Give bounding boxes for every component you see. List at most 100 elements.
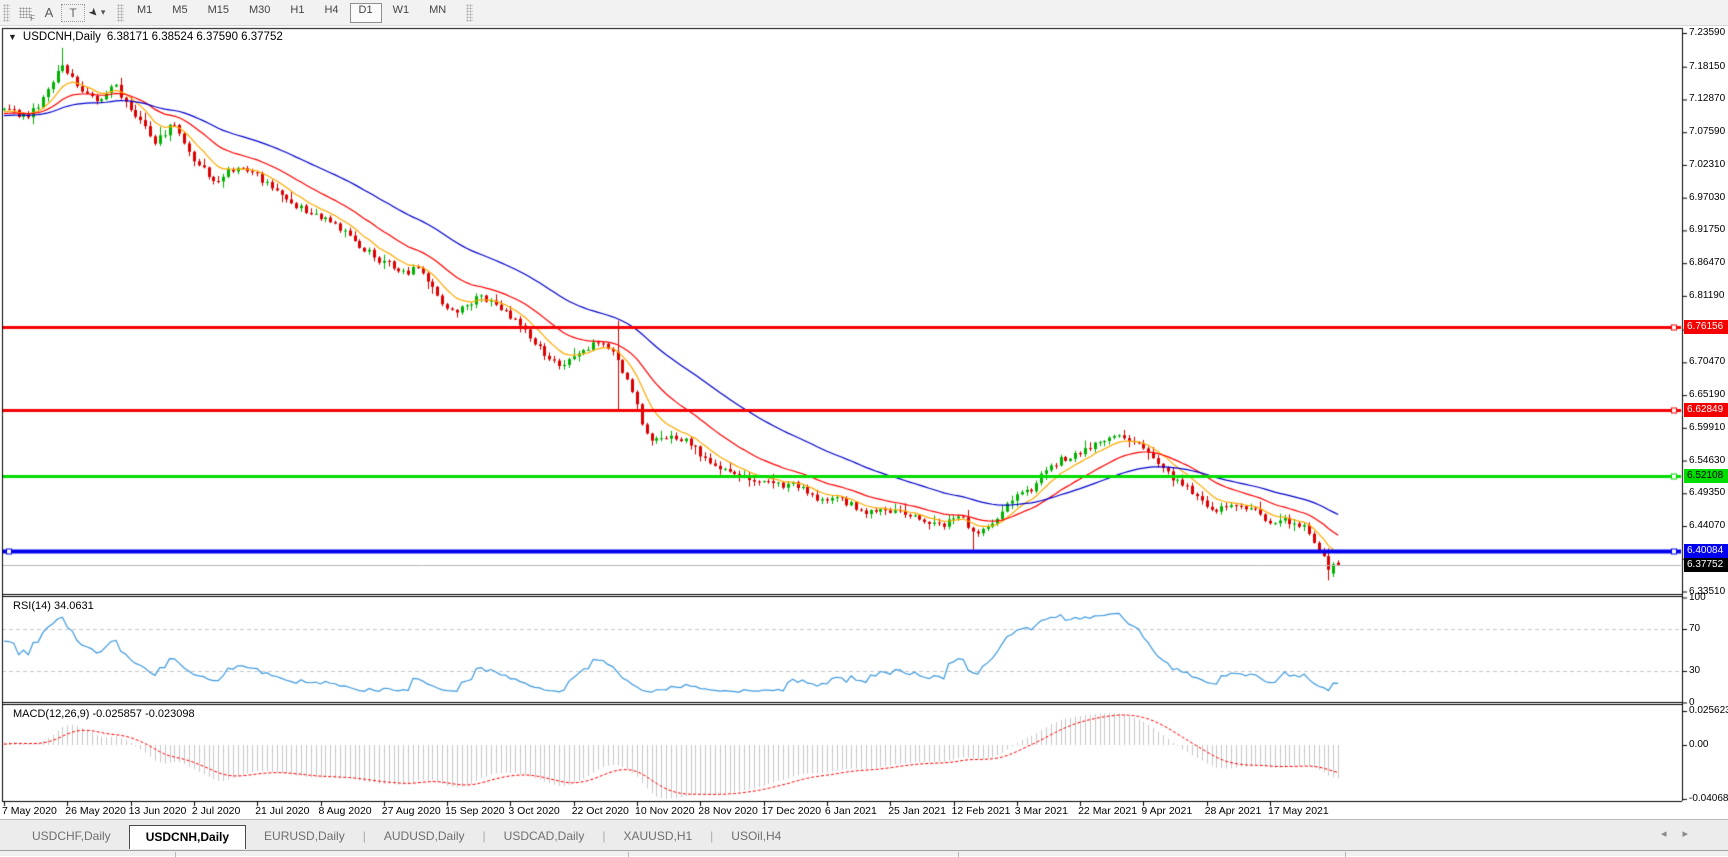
date-label: 22 Mar 2021 (1078, 805, 1138, 817)
price-tick-label: 6.54630 (1689, 454, 1726, 466)
tab-divider: | (710, 828, 714, 843)
quote-ohlc: 6.38171 6.38524 6.37590 6.37752 (106, 31, 283, 43)
timeframe-buttons: M1 M5 M15 M30 H1 H4 D1 W1 MN (127, 2, 456, 23)
date-label: 22 Oct 2020 (571, 805, 629, 817)
dots-glyph (18, 7, 32, 18)
price-line-badge: 6.76156 (1684, 320, 1728, 335)
chart-window[interactable]: ▼ USDCNH,Daily 6.38171 6.38524 6.37590 6… (0, 26, 1728, 819)
date-label: 21 Jul 2020 (255, 805, 310, 817)
chevron-down-icon: ▾ (100, 7, 106, 17)
arrows-icon: ➤ (85, 5, 101, 21)
tab-usdcnh-daily[interactable]: USDCNH,Daily (128, 824, 247, 849)
chart-canvas[interactable] (0, 26, 1728, 819)
price-tick-label: 6.59910 (1689, 421, 1726, 433)
toolbar-grip[interactable] (3, 3, 10, 22)
timeframe-button-m1[interactable]: M1 (137, 3, 153, 16)
chart-tabs: USDCHF,Daily USDCNH,Daily EURUSD,Daily | AUD… (14, 820, 799, 851)
price-tick-label: 7.23590 (1689, 27, 1726, 38)
status-bar-strip (0, 850, 1728, 857)
date-label: 26 May 2020 (65, 805, 127, 817)
status-divider (1345, 852, 1346, 857)
tab-scroll-controls: ◂ ▸ (1661, 827, 1688, 840)
price-tick-label: 6.97030 (1689, 191, 1726, 203)
timeframe-button-d1[interactable]: D1 (349, 2, 382, 23)
price-tick-label: 6.33510 (1689, 585, 1726, 597)
date-label: 28 Nov 2020 (698, 805, 758, 817)
date-label: 6 Jan 2021 (824, 805, 877, 817)
date-label: 17 Dec 2020 (761, 805, 822, 817)
chart-title: ▼ USDCNH,Daily 6.38171 6.38524 6.37590 6… (8, 31, 283, 43)
price-tick-label: 6.70470 (1689, 356, 1726, 368)
status-divider (175, 852, 176, 857)
toolbar-grip[interactable] (117, 3, 124, 22)
rsi-tick-label: 30 (1689, 665, 1701, 676)
price-tick-label: 6.44070 (1689, 520, 1726, 532)
toolbar-grip[interactable] (466, 3, 474, 22)
arrows-tool-button[interactable]: ➤ ▾ (85, 3, 109, 23)
date-label: 25 Jan 2021 (888, 805, 946, 817)
toolbar: F A T ➤ ▾ M1 M5 M15 M30 H1 H4 D1 W1 MN (0, 0, 1728, 26)
tab-eurusd-daily[interactable]: EURUSD,Daily (264, 828, 345, 843)
bid-price-badge: 6.37752 (1684, 558, 1728, 573)
symbol-label: USDCNH,Daily (22, 31, 101, 43)
rsi-tick-label: 70 (1689, 623, 1701, 634)
price-tick-label: 6.65190 (1689, 389, 1726, 401)
price-tick-label: 6.81190 (1689, 289, 1725, 301)
price-tick-label: 6.91750 (1689, 224, 1726, 236)
date-label: 15 Sep 2020 (445, 805, 505, 817)
tab-scroll-left-icon[interactable]: ◂ (1660, 828, 1667, 840)
date-label: 12 Feb 2021 (951, 805, 1011, 817)
rsi-tick-label: 0 (1689, 696, 1695, 708)
tab-scroll-right-icon[interactable]: ▸ (1682, 828, 1688, 840)
timeframe-button-m15[interactable]: M15 (207, 3, 229, 16)
macd-tick-label: 0.00 (1689, 739, 1709, 750)
date-label: 13 Jun 2020 (128, 805, 187, 817)
date-label: 3 Mar 2021 (1014, 805, 1068, 817)
price-tick-label: 7.07590 (1689, 126, 1726, 138)
collapse-caret-icon[interactable]: ▼ (8, 32, 17, 42)
tab-divider: | (602, 828, 606, 843)
chart-tab-bar: USDCHF,Daily USDCNH,Daily EURUSD,Daily | AUD… (0, 819, 1728, 850)
status-divider (628, 852, 629, 857)
timeframe-button-w1[interactable]: W1 (392, 3, 410, 16)
text-box-tool-button[interactable]: T (61, 3, 85, 22)
price-tick-label: 6.49350 (1689, 487, 1726, 499)
tab-divider: | (362, 828, 366, 843)
date-label: 17 May 2021 (1268, 805, 1329, 817)
macd-label: MACD(12,26,9) -0.025857 -0.023098 (13, 708, 195, 720)
price-line-badge: 6.52108 (1684, 469, 1728, 484)
price-line-badge: 6.40084 (1684, 543, 1728, 558)
timeframe-button-mn[interactable]: MN (429, 3, 447, 16)
date-label: 3 Oct 2020 (508, 805, 560, 817)
date-label: 28 Apr 2021 (1204, 805, 1262, 817)
price-tick-label: 7.18150 (1689, 60, 1726, 72)
macd-tick-label: 0.025623 (1689, 705, 1728, 717)
date-label: 27 Aug 2020 (381, 805, 441, 817)
timeframe-button-m30[interactable]: M30 (248, 3, 271, 16)
tab-usdchf-daily[interactable]: USDCHF,Daily (32, 828, 111, 843)
grid-f-label: F (30, 13, 35, 23)
date-label: 10 Nov 2020 (635, 805, 695, 817)
text-label-tool-button[interactable]: A (44, 5, 54, 20)
tab-usdcad-daily[interactable]: USDCAD,Daily (503, 828, 585, 843)
timeframe-button-h4[interactable]: H4 (324, 3, 339, 16)
rsi-tick-label: 100 (1689, 591, 1706, 603)
rsi-label: RSI(14) 34.0631 (13, 600, 94, 612)
price-tick-label: 7.02310 (1689, 158, 1726, 170)
price-tick-label: 6.86470 (1689, 257, 1726, 269)
price-tick-label: 7.12870 (1689, 93, 1726, 105)
tab-audusd-daily[interactable]: AUDUSD,Daily (383, 828, 465, 843)
date-label: 7 May 2020 (2, 805, 57, 817)
tab-xauusd-h1[interactable]: XAUUSD,H1 (623, 828, 693, 843)
tab-divider: | (482, 828, 486, 843)
tab-usoil-h4[interactable]: USOil,H4 (731, 828, 782, 843)
grid-dots-icon[interactable]: F (13, 3, 37, 23)
timeframe-button-h1[interactable]: H1 (290, 3, 305, 16)
date-label: 9 Apr 2021 (1141, 805, 1193, 817)
status-divider (958, 852, 959, 857)
price-line-badge: 6.62849 (1684, 402, 1728, 417)
date-label: 2 Jul 2020 (191, 805, 241, 817)
date-label: 8 Aug 2020 (318, 805, 372, 817)
timeframe-button-m5[interactable]: M5 (172, 3, 188, 16)
